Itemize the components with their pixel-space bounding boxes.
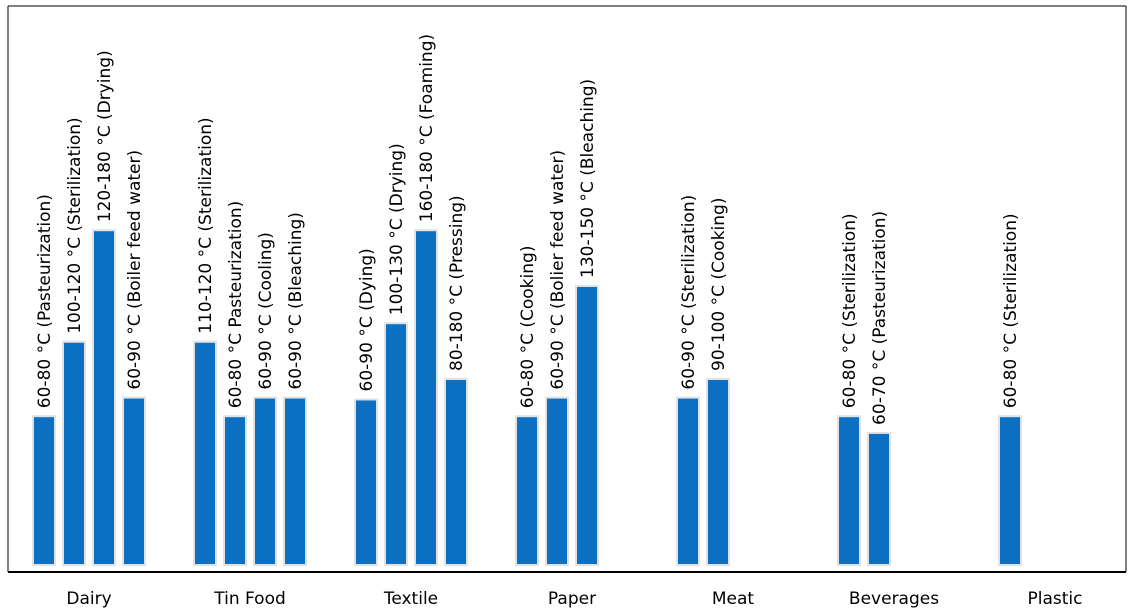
bar-label: 60-70 °C (Pasteurization) xyxy=(870,211,890,425)
bar-paper-3 xyxy=(575,285,599,566)
bar-dairy-1 xyxy=(32,415,56,567)
bar-dairy-4 xyxy=(122,396,146,566)
bar-label: 100-130 °C (Drying) xyxy=(387,143,407,315)
category-label: Textile xyxy=(383,589,438,609)
bar-textile-3 xyxy=(414,229,438,566)
bar-label: 80-180 °C (Pressing) xyxy=(447,195,467,371)
bar-label: 60-80 °C (Sterilization) xyxy=(840,213,860,408)
bar-label: 60-90 °C (Dying) xyxy=(357,248,377,391)
bar-label: 60-80 °C (Pasteurization) xyxy=(35,194,55,408)
bar-label: 130-150 °C (Bleaching) xyxy=(578,79,598,278)
category-label: Plastic xyxy=(1028,589,1083,609)
bar-tin-food-2 xyxy=(223,415,247,567)
category-label: Paper xyxy=(548,589,596,609)
bar-label: 60-90 °C (Boiler feed water) xyxy=(125,150,145,390)
bar-label: 60-80 °C Pasteurization) xyxy=(226,201,246,409)
bar-tin-food-4 xyxy=(283,396,307,566)
bar-tin-food-1 xyxy=(193,340,217,566)
bar-tin-food-3 xyxy=(253,396,277,566)
bar-label: 60-90 °C (Bolier feed water) xyxy=(548,150,568,390)
bar-paper-2 xyxy=(545,396,569,566)
bar-label: 60-80 °C (Cooking) xyxy=(518,246,538,409)
bar-label: 60-90 °C (Sterilization) xyxy=(679,195,699,390)
category-label: Beverages xyxy=(849,589,939,609)
bar-label: 60-80 °C (Sterilization) xyxy=(1001,213,1021,408)
bar-beverages-1 xyxy=(837,415,861,567)
bar-textile-2 xyxy=(384,322,408,567)
bar-paper-1 xyxy=(515,415,539,567)
bars-layer xyxy=(32,229,1022,567)
bar-label: 60-90 °C (Cooling) xyxy=(256,232,276,390)
bar-dairy-3 xyxy=(92,229,116,566)
bar-label: 120-180 °C (Drying) xyxy=(95,50,115,222)
bar-label: 90-100 °C (Cooking) xyxy=(709,198,729,371)
bar-label: 110-120 °C (Sterilization) xyxy=(196,117,216,333)
bar-meat-2 xyxy=(706,378,730,566)
category-labels-layer: Dairy Tin Food Textile Paper Meat Beverages Pl… xyxy=(66,589,1082,609)
category-label: Meat xyxy=(712,589,755,609)
bar-beverages-2 xyxy=(867,431,891,566)
bar-label: 100-120 °C (Sterilization) xyxy=(65,117,85,333)
bar-label: 160-180 °C (Foaming) xyxy=(417,34,437,222)
bar-textile-1 xyxy=(354,398,378,566)
bar-dairy-2 xyxy=(62,340,86,566)
bar-meat-1 xyxy=(676,396,700,566)
bar-textile-4 xyxy=(444,378,468,566)
bar-labels-layer: 60-80 °C (Pasteurization) 100-120 °C (Ste… xyxy=(35,34,1021,425)
bar-plastic-1 xyxy=(998,415,1022,567)
category-label: Dairy xyxy=(66,589,111,609)
category-label: Tin Food xyxy=(213,589,286,609)
bar-label: 60-90 °C (Bleaching) xyxy=(286,212,306,390)
